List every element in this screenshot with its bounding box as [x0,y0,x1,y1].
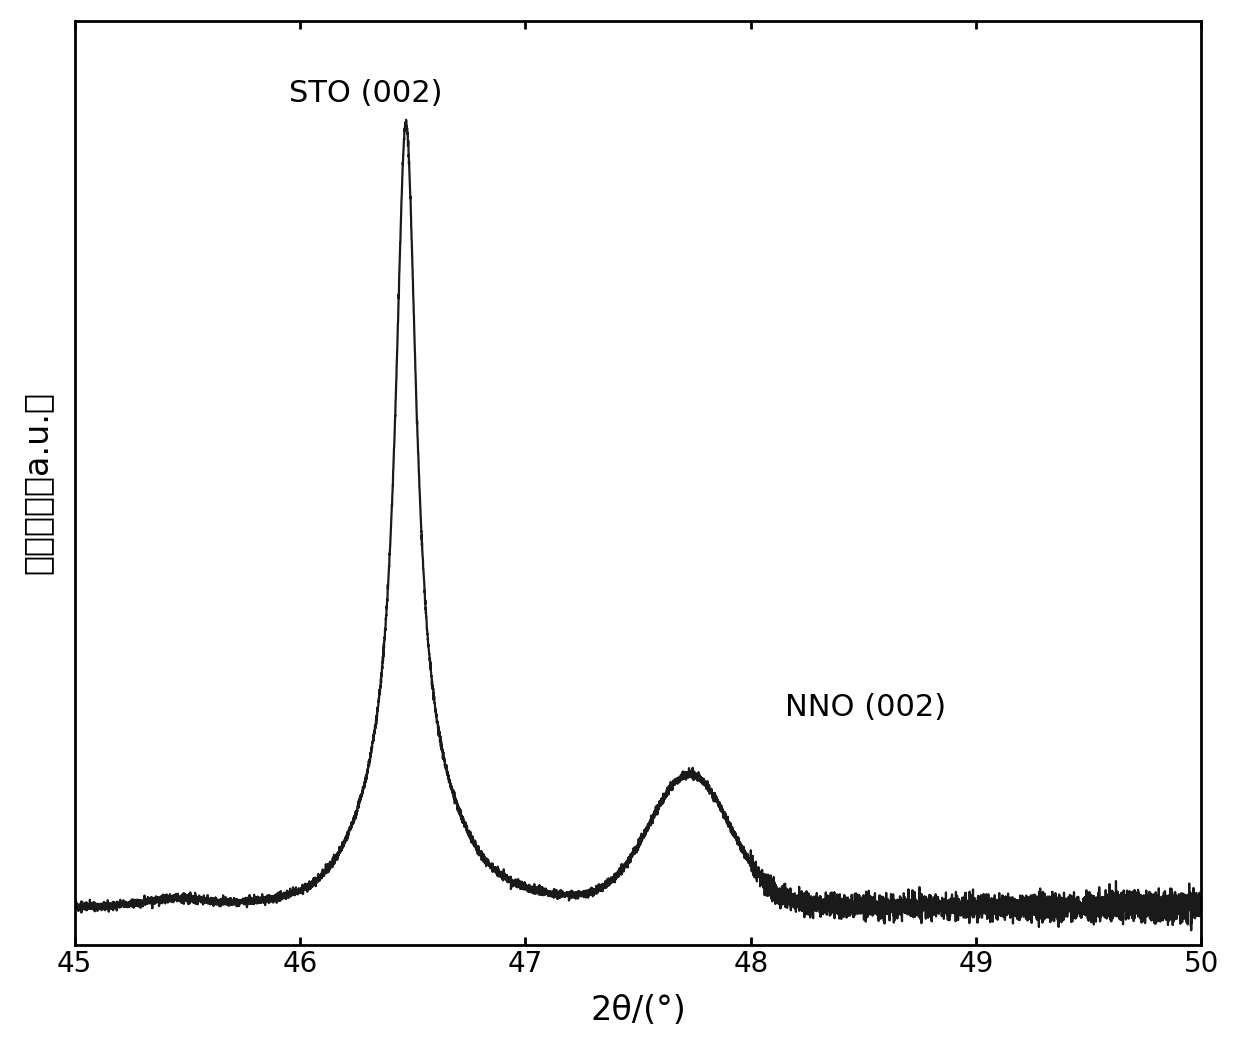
X-axis label: 2θ/(°): 2θ/(°) [590,995,686,1027]
Text: STO (002): STO (002) [289,79,443,108]
Y-axis label: 相对强度（a.u.）: 相对强度（a.u.） [21,391,53,574]
Text: NNO (002): NNO (002) [785,694,946,722]
